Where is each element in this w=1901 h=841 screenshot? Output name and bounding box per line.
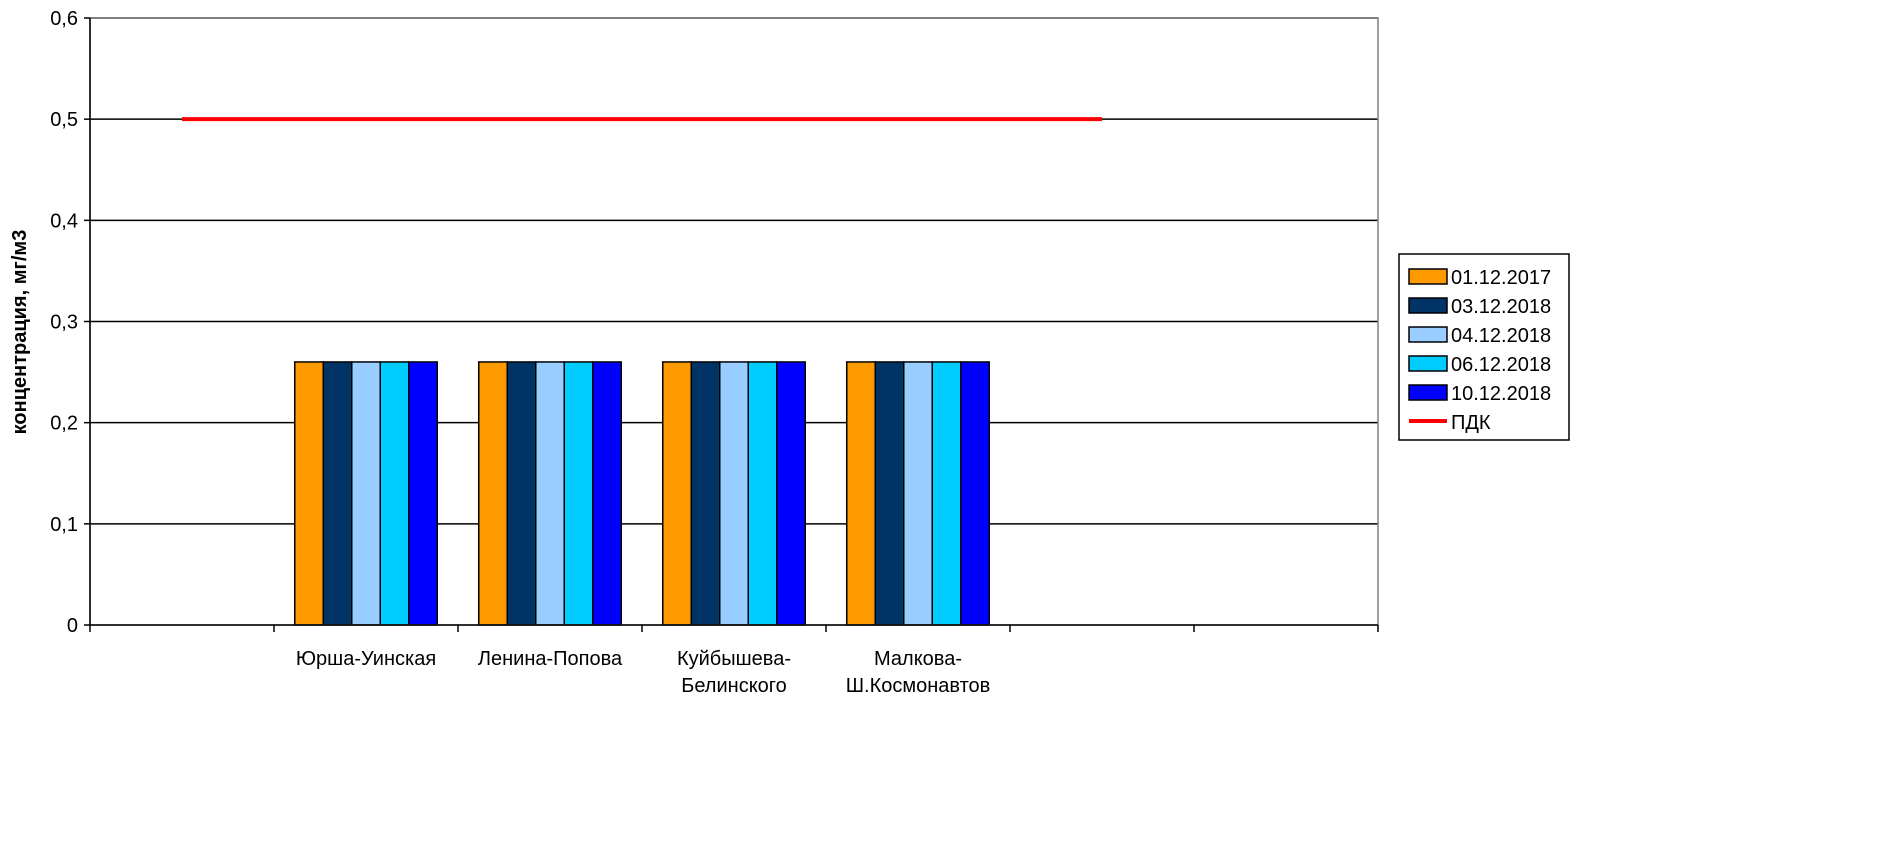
x-category-label-3: Куйбышева- Белинского xyxy=(677,648,791,697)
legend-box xyxy=(1398,253,1570,441)
legend-swatch-1 xyxy=(1408,297,1448,314)
bar-4-0 xyxy=(846,361,876,626)
y-tick-label-3: 0,3 xyxy=(50,312,78,334)
legend-label-pdk: ПДК xyxy=(1451,412,1491,434)
y-tick-label-2: 0,2 xyxy=(50,413,78,435)
x-category-label-line: Куйбышева- xyxy=(677,648,791,670)
y-tick-label-6: 0,6 xyxy=(50,8,78,30)
y-axis-label: концентрация, мг/м3 xyxy=(9,230,31,435)
y-tick-label-1: 0,1 xyxy=(50,514,78,536)
legend-swatch-2 xyxy=(1408,326,1448,343)
legend-swatch-4 xyxy=(1408,384,1448,401)
x-category-label-line: Белинского xyxy=(681,675,787,697)
y-tick-label-5: 0,5 xyxy=(50,109,78,131)
bar-3-1 xyxy=(690,361,721,626)
x-category-labels: Юрша-Уинская Ленина-Попова Куйбышева- Белин… xyxy=(296,648,990,697)
bar-3-4 xyxy=(776,361,806,626)
legend-label-0: 01.12.2017 xyxy=(1451,267,1551,289)
bar-1-4 xyxy=(408,361,438,626)
bar-1-0 xyxy=(294,361,324,626)
x-category-label-4: Малкова- Ш.Космонавтов xyxy=(846,648,991,697)
bar-4-1 xyxy=(874,361,905,626)
bar-3-0 xyxy=(662,361,692,626)
axes xyxy=(84,17,1379,632)
bar-2-2 xyxy=(535,361,565,626)
bar-3-2 xyxy=(719,361,749,626)
bar-2-1 xyxy=(506,361,537,626)
legend-label-2: 04.12.2018 xyxy=(1451,325,1551,347)
bar-3-3 xyxy=(747,361,778,626)
x-category-label-1: Юрша-Уинская xyxy=(296,648,436,670)
bar-2-3 xyxy=(563,361,594,626)
legend-label-3: 06.12.2018 xyxy=(1451,354,1551,376)
legend: 01.12.2017 03.12.2018 04.12.2018 06.12.2018… xyxy=(1398,253,1570,441)
bar-1-3 xyxy=(379,361,410,626)
bar-1-1 xyxy=(322,361,353,626)
x-category-label-line: Ленина-Попова xyxy=(478,648,623,670)
x-category-label-line: Юрша-Уинская xyxy=(296,648,436,670)
bar-4-2 xyxy=(903,361,933,626)
y-tick-label-0: 0 xyxy=(67,615,78,637)
x-category-label-line: Малкова- xyxy=(874,648,962,670)
y-tick-labels: 0 0,1 0,2 0,3 0,4 0,5 0,6 xyxy=(50,8,78,637)
legend-label-1: 03.12.2018 xyxy=(1451,296,1551,318)
bar-2-0 xyxy=(478,361,508,626)
legend-swatch-0 xyxy=(1408,268,1448,285)
bar-4-4 xyxy=(960,361,990,626)
x-category-label-line: Ш.Космонавтов xyxy=(846,675,991,697)
bar-1-2 xyxy=(351,361,381,626)
legend-swatch-3 xyxy=(1408,355,1448,372)
y-tick-label-4: 0,4 xyxy=(50,210,78,232)
bar-2-4 xyxy=(592,361,622,626)
bar-4-3 xyxy=(931,361,962,626)
bar-group xyxy=(294,361,990,626)
legend-label-4: 10.12.2018 xyxy=(1451,383,1551,405)
x-category-label-2: Ленина-Попова xyxy=(478,648,623,670)
